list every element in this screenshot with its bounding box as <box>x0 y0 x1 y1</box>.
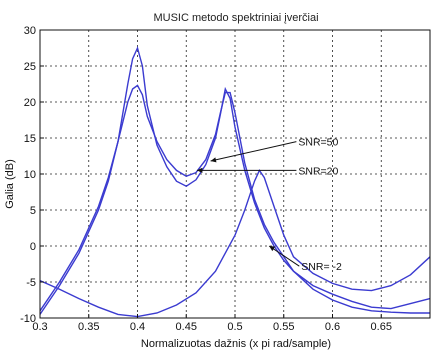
series-line-1 <box>39 45 431 315</box>
y-tick-label: 5 <box>30 205 36 217</box>
x-tick-label: 0.5 <box>227 321 242 333</box>
annotation-label-3: SNR= -2 <box>301 261 342 273</box>
annotation-arrowhead-1 <box>210 157 217 163</box>
annotation-arrowhead-3 <box>269 246 276 252</box>
x-tick-label: 0.4 <box>130 321 145 333</box>
y-tick-label: 0 <box>30 241 36 253</box>
chart-title: MUSIC metodo spektriniai įverčiai <box>153 12 318 24</box>
y-tick-label: 20 <box>24 97 36 109</box>
grid <box>40 30 430 318</box>
y-tick-label: -10 <box>20 313 36 325</box>
x-axis-label: Normalizuotas dažnis (x pi rad/sample) <box>141 338 331 350</box>
y-axis-label: Galia (dB) <box>4 159 16 209</box>
x-tick-label: 0.65 <box>371 321 392 333</box>
annotation-arrow-3 <box>268 245 300 267</box>
y-tick-label: 30 <box>24 25 36 37</box>
annotation-arrowhead-2 <box>196 167 203 174</box>
x-tick-label: 0.35 <box>78 321 99 333</box>
y-tick-label: 10 <box>24 169 36 181</box>
y-tick-label: 15 <box>24 133 36 145</box>
series-group <box>39 45 431 318</box>
x-tick-label: 0.6 <box>325 321 340 333</box>
x-tick-label: 0.55 <box>273 321 294 333</box>
annotation-arrow-1 <box>210 141 297 162</box>
y-tick-label: -5 <box>26 277 36 289</box>
y-tick-label: 25 <box>24 61 36 73</box>
x-tick-label: 0.3 <box>32 321 47 333</box>
annotation-group: SNR=50 SNR=20 SNR= -2 <box>196 137 342 273</box>
series-line-3 <box>39 168 431 318</box>
axes: 0.3 0.35 0.4 0.45 0.5 0.55 0.6 0.65 -10 -5 0 5 10 15 2… <box>20 25 431 333</box>
annotation-label-1: SNR=50 <box>298 137 338 149</box>
series-line-2 <box>39 84 430 314</box>
x-tick-label: 0.45 <box>176 321 197 333</box>
annotation-label-2: SNR=20 <box>298 165 338 177</box>
